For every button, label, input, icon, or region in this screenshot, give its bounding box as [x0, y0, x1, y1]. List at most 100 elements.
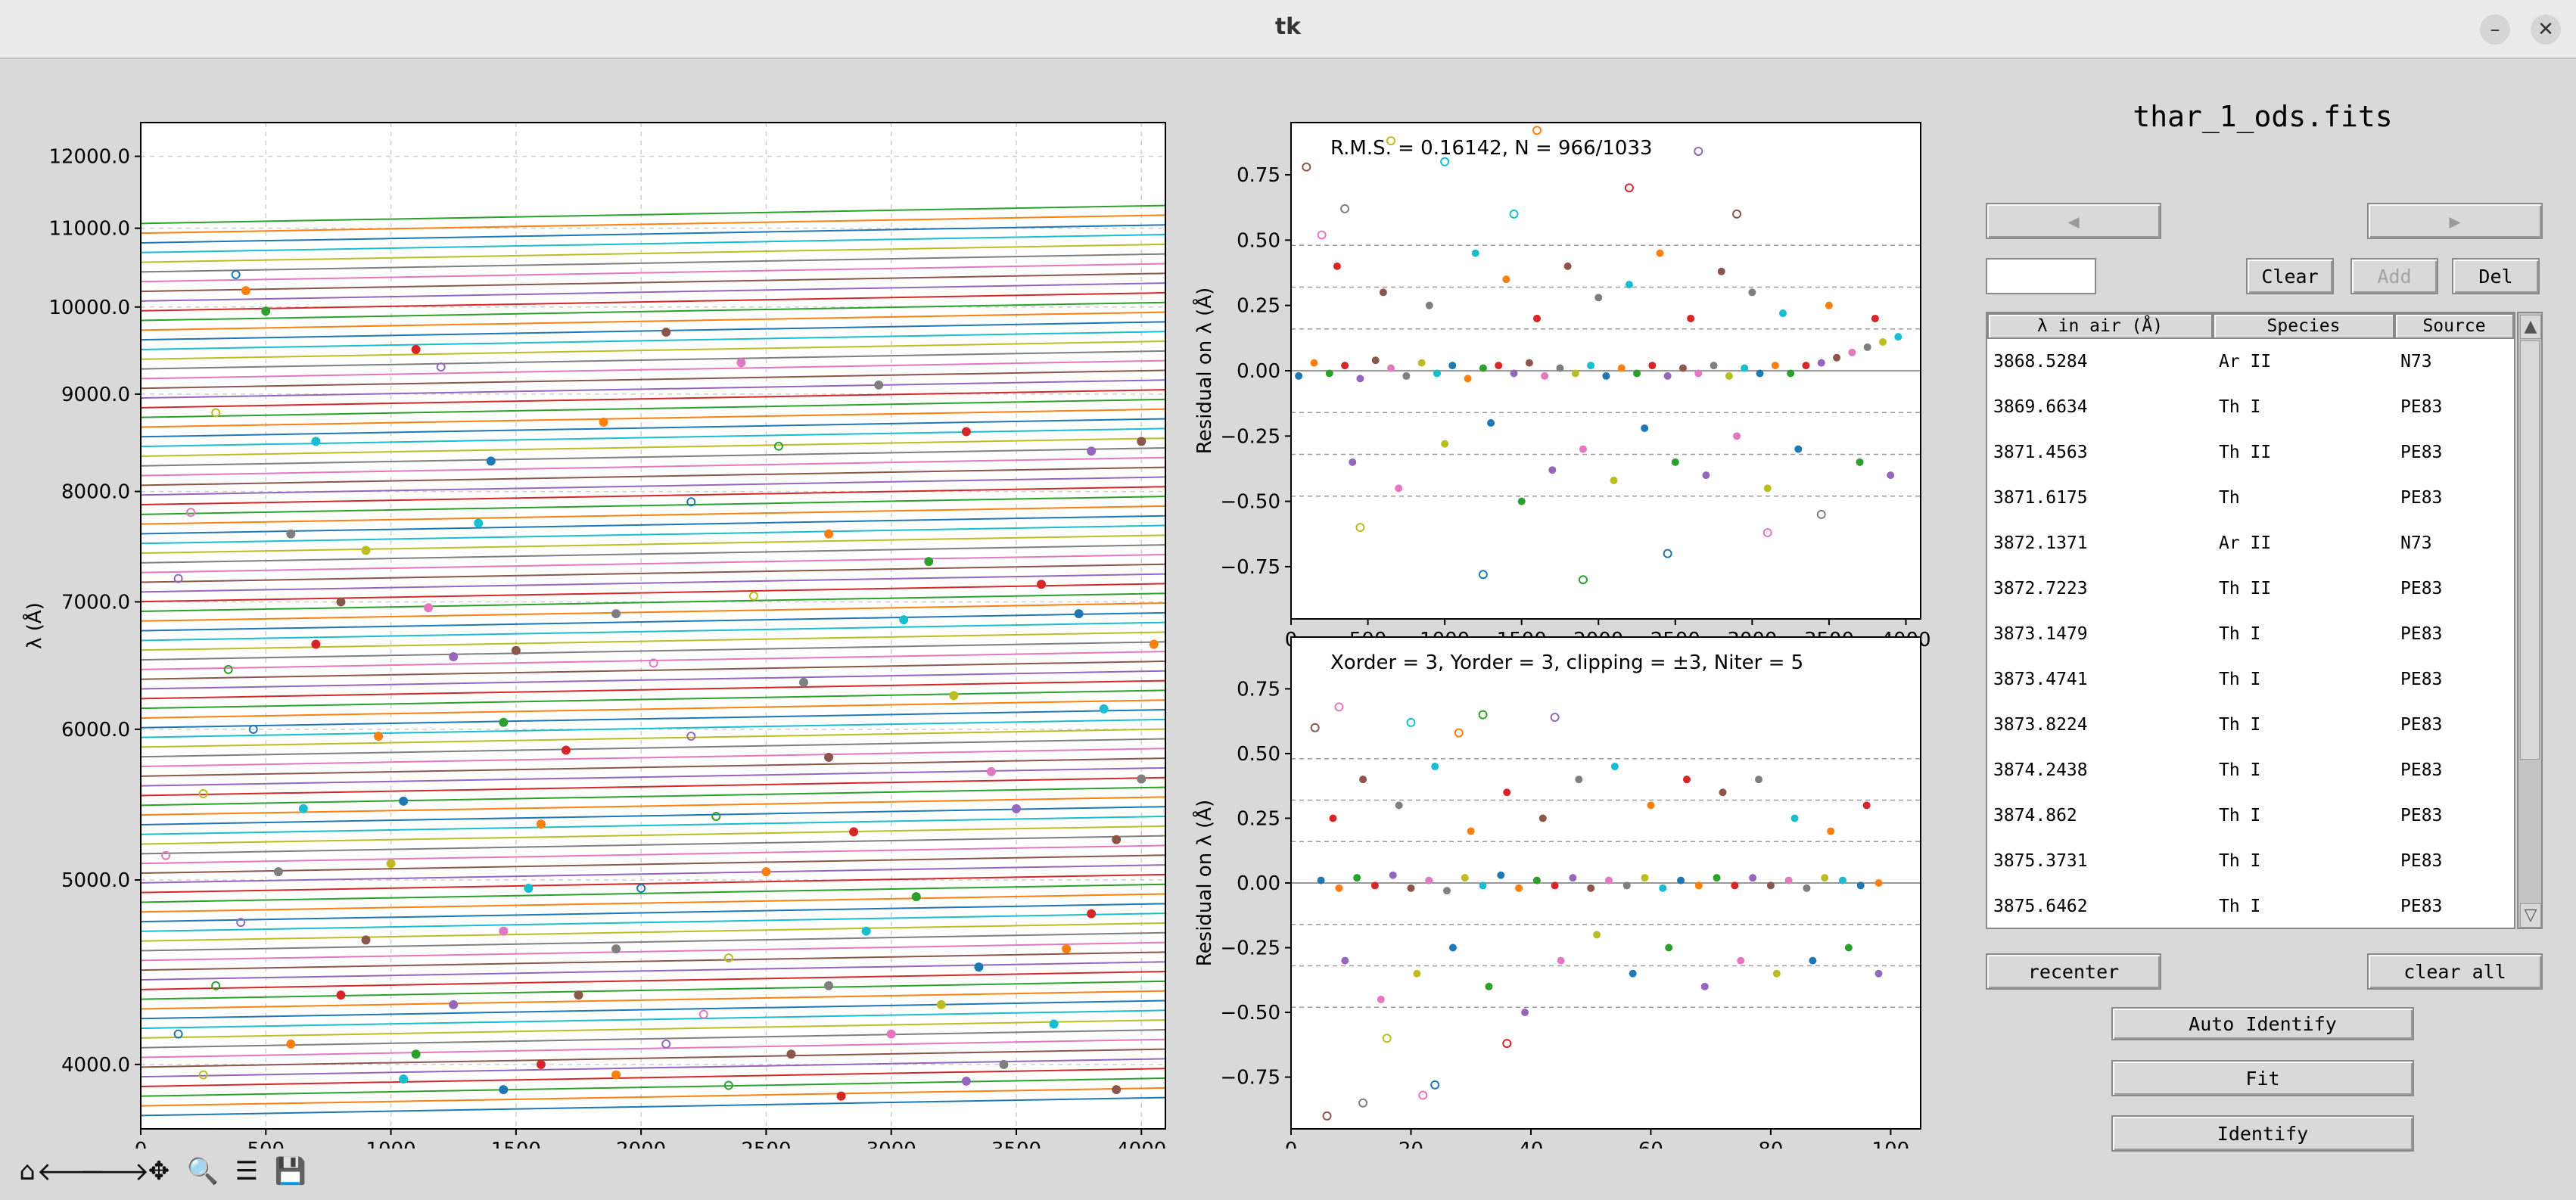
- order-line: [140, 641, 1166, 661]
- x-tick-label: 1500: [491, 1139, 541, 1149]
- inlier-point: [1356, 375, 1364, 383]
- data-point: [574, 990, 583, 1000]
- inlier-point: [1741, 364, 1749, 372]
- table-row[interactable]: 3871.6175 Th PE83: [1987, 475, 2514, 521]
- cell-wavelength: 3875.6462: [1993, 897, 2088, 916]
- scroll-thumb[interactable]: [2520, 340, 2540, 760]
- table-row[interactable]: 3874.2438 Th I PE83: [1987, 748, 2514, 793]
- next-button[interactable]: ▶: [2367, 203, 2543, 239]
- table-scrollbar[interactable]: ▲ ▽: [2517, 312, 2543, 929]
- auto-identify-button[interactable]: Auto Identify: [2111, 1007, 2414, 1040]
- order-line: [140, 961, 1166, 981]
- prev-button[interactable]: ◀: [1986, 203, 2161, 239]
- data-point: [999, 1059, 1009, 1069]
- y-axis-label: Residual on λ (Å): [1192, 800, 1216, 966]
- save-icon[interactable]: 💾: [274, 1156, 307, 1186]
- data-point: [411, 1049, 421, 1059]
- window-title: tk: [1274, 14, 1302, 40]
- order-line: [140, 670, 1166, 690]
- table-row[interactable]: 3868.5284 Ar II N73: [1987, 339, 2514, 384]
- order-line: [140, 1048, 1166, 1068]
- spread-point: [1395, 484, 1403, 493]
- order-line: [140, 311, 1166, 331]
- rejected-point: [1816, 509, 1826, 519]
- inlier-point: [1838, 876, 1846, 884]
- inlier-point: [1659, 884, 1667, 892]
- data-point: [698, 1009, 708, 1019]
- minimize-icon[interactable]: –: [2480, 14, 2510, 45]
- scroll-down-icon[interactable]: ▽: [2520, 903, 2541, 928]
- order-line: [140, 738, 1166, 758]
- column-header-source[interactable]: Source: [2394, 313, 2514, 339]
- table-row[interactable]: 3875.6462 Th I PE83: [1987, 884, 2514, 928]
- configure-icon[interactable]: ☰: [235, 1156, 259, 1186]
- order-line: [140, 321, 1166, 341]
- table-row[interactable]: 3871.4563 Th II PE83: [1987, 430, 2514, 475]
- clear-all-button[interactable]: clear all: [2367, 953, 2543, 990]
- inlier-point: [1694, 881, 1703, 890]
- data-point: [974, 962, 984, 972]
- rejected-point: [1624, 183, 1634, 193]
- rejected-point: [1762, 528, 1772, 538]
- spread-point: [1755, 776, 1763, 784]
- data-point: [173, 574, 183, 583]
- order-line: [140, 980, 1166, 1000]
- table-row[interactable]: 3875.3731 Th I PE83: [1987, 838, 2514, 884]
- inlier-point: [1353, 874, 1361, 882]
- order-line: [140, 1068, 1166, 1087]
- forward-icon[interactable]: 🡒: [80, 1156, 150, 1187]
- data-point: [286, 1039, 296, 1049]
- title-bar: tk – ✕: [0, 0, 2576, 59]
- residual-vs-pixel-plot: 05001000150020002500300035004000−0.75−0.…: [1192, 122, 1931, 682]
- spread-point: [1629, 969, 1637, 978]
- spread-point: [1503, 788, 1511, 797]
- table-row[interactable]: 3874.862 Th I PE83: [1987, 793, 2514, 838]
- inlier-point: [1532, 876, 1541, 884]
- figure-canvas[interactable]: 050010001500200025003000350040004000.050…: [0, 59, 1968, 1192]
- fit-button[interactable]: Fit: [2111, 1060, 2414, 1096]
- table-row[interactable]: 3873.8224 Th I PE83: [1987, 702, 2514, 748]
- recenter-button[interactable]: recenter: [1986, 953, 2161, 990]
- data-point: [861, 926, 871, 936]
- wavelength-entry[interactable]: [1986, 258, 2096, 294]
- cell-source: N73: [2400, 533, 2432, 553]
- data-point: [386, 859, 396, 869]
- column-header-wavelength[interactable]: λ in air (Å): [1987, 313, 2213, 339]
- table-row[interactable]: 3873.4741 Th I PE83: [1987, 657, 2514, 702]
- figure-svg[interactable]: 050010001500200025003000350040004000.050…: [0, 59, 1968, 1192]
- rejected-point: [1578, 575, 1588, 585]
- order-line: [140, 573, 1166, 593]
- spread-point: [1809, 956, 1817, 965]
- order-line: [140, 263, 1166, 283]
- inlier-point: [1622, 881, 1631, 890]
- cell-species: Th II: [2219, 443, 2272, 462]
- order-line: [140, 1009, 1166, 1030]
- add-button[interactable]: Add: [2350, 258, 2438, 294]
- home-icon[interactable]: ⌂: [19, 1156, 36, 1186]
- data-point: [424, 603, 434, 613]
- inlier-point: [1848, 348, 1856, 356]
- plot-annotation: Xorder = 3, Yorder = 3, clipping = ±3, N…: [1330, 651, 1803, 674]
- cell-species: Th I: [2219, 851, 2261, 871]
- table-row[interactable]: 3872.7223 Th II PE83: [1987, 566, 2514, 611]
- table-row[interactable]: 3869.6634 Th I PE83: [1987, 384, 2514, 430]
- clear-button[interactable]: Clear: [2246, 258, 2334, 294]
- table-row[interactable]: 3872.1371 Ar II N73: [1987, 521, 2514, 566]
- y-tick-label: −0.25: [1220, 425, 1280, 448]
- del-button[interactable]: Del: [2452, 258, 2540, 294]
- pan-icon[interactable]: ✥: [148, 1156, 170, 1186]
- zoom-icon[interactable]: 🔍: [186, 1156, 219, 1186]
- close-icon[interactable]: ✕: [2531, 14, 2561, 45]
- plot-frame: [1290, 122, 1921, 620]
- spread-point: [1502, 275, 1510, 284]
- spread-point: [1379, 288, 1387, 297]
- identify-button[interactable]: Identify: [2111, 1115, 2414, 1152]
- scroll-up-icon[interactable]: ▲: [2520, 315, 2541, 339]
- table-row[interactable]: 3873.1479 Th I PE83: [1987, 611, 2514, 657]
- y-tick-label: 5000.0: [61, 869, 130, 892]
- line-list-table[interactable]: λ in air (Å) Species Source 3868.5284 Ar …: [1986, 312, 2515, 929]
- column-header-species[interactable]: Species: [2213, 313, 2394, 339]
- inlier-point: [1325, 369, 1333, 378]
- data-point: [1049, 1019, 1059, 1029]
